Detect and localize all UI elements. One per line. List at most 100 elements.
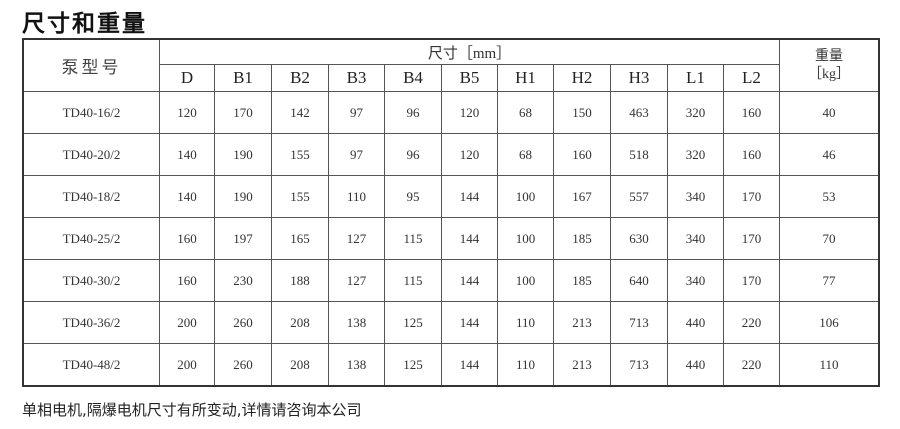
- column-header-h3: H3: [610, 64, 668, 92]
- dimension-cell: 127: [328, 217, 385, 260]
- table-row: TD40-20/2 140 190 155 97 96 120 68 160 518 320 160 4…: [22, 133, 880, 176]
- dimension-cell: 144: [441, 259, 498, 302]
- weight-cell: 46: [779, 133, 880, 176]
- column-header-b2: B2: [271, 64, 329, 92]
- dimension-cell: 260: [214, 301, 272, 344]
- dimension-cell: 190: [214, 133, 272, 176]
- dimension-cell: 208: [271, 301, 329, 344]
- dimension-cell: 200: [159, 343, 215, 387]
- dimension-cell: 125: [384, 343, 442, 387]
- dimension-cell: 170: [723, 259, 780, 302]
- dimension-cell: 144: [441, 301, 498, 344]
- dimension-cell: 170: [723, 175, 780, 218]
- dimension-cell: 160: [159, 217, 215, 260]
- dimension-cell: 213: [553, 301, 611, 344]
- dimension-cell: 97: [328, 133, 385, 176]
- weight-header: 重量 ［kg］: [779, 38, 880, 92]
- dimensions-header: 尺寸［mm］: [159, 38, 780, 65]
- dimension-cell: 97: [328, 91, 385, 134]
- dimension-cell: 208: [271, 343, 329, 387]
- dimension-cell: 640: [610, 259, 668, 302]
- column-header-l2: L2: [723, 64, 780, 92]
- dimension-cell: 197: [214, 217, 272, 260]
- dimension-cell: 96: [384, 133, 442, 176]
- column-header-b1: B1: [214, 64, 272, 92]
- dimension-cell: 160: [553, 133, 611, 176]
- model-header: 泵型号: [22, 38, 160, 92]
- table-row: TD40-36/2 200 260 208 138 125 144 110 213 713 440 2…: [22, 301, 880, 344]
- weight-header-unit: ［kg］: [808, 66, 850, 82]
- dimension-cell: 440: [667, 343, 724, 387]
- table-row: TD40-25/2 160 197 165 127 115 144 100 185 630 340 1…: [22, 217, 880, 260]
- column-header-d: D: [159, 64, 215, 92]
- dimension-cell: 230: [214, 259, 272, 302]
- table-row: TD40-18/2 140 190 155 110 95 144 100 167 557 340 17…: [22, 175, 880, 218]
- dimension-cell: 110: [497, 343, 554, 387]
- weight-cell: 110: [779, 343, 880, 387]
- model-cell: TD40-48/2: [22, 343, 160, 387]
- column-header-b4: B4: [384, 64, 442, 92]
- weight-cell: 40: [779, 91, 880, 134]
- dimension-cell: 160: [159, 259, 215, 302]
- weight-cell: 70: [779, 217, 880, 260]
- dimension-cell: 100: [497, 175, 554, 218]
- dimension-cell: 213: [553, 343, 611, 387]
- table-row: TD40-30/2 160 230 188 127 115 144 100 185 640 340 1…: [22, 259, 880, 302]
- dimension-cell: 120: [441, 91, 498, 134]
- dimension-cell: 100: [497, 217, 554, 260]
- model-cell: TD40-18/2: [22, 175, 160, 218]
- dimension-cell: 340: [667, 259, 724, 302]
- dimension-cell: 140: [159, 175, 215, 218]
- dimension-cell: 170: [723, 217, 780, 260]
- dimension-cell: 200: [159, 301, 215, 344]
- model-cell: TD40-25/2: [22, 217, 160, 260]
- dimension-cell: 190: [214, 175, 272, 218]
- dimension-cell: 340: [667, 175, 724, 218]
- column-header-b3: B3: [328, 64, 385, 92]
- dimension-cell: 220: [723, 343, 780, 387]
- dimension-cell: 165: [271, 217, 329, 260]
- footer-note: 单相电机,隔爆电机尺寸有所变动,详情请咨询本公司: [22, 401, 362, 419]
- table-row: TD40-48/2 200 260 208 138 125 144 110 213 713 440 2…: [22, 343, 880, 387]
- dimension-cell: 150: [553, 91, 611, 134]
- dimension-cell: 127: [328, 259, 385, 302]
- dimension-cell: 95: [384, 175, 442, 218]
- dimension-cell: 260: [214, 343, 272, 387]
- dimension-cell: 144: [441, 343, 498, 387]
- dimensions-weight-table: 泵型号 尺寸［mm］ 重量 ［kg］ D B1 B2 B3 B4 B5 H1 H2 H3 L1 L2…: [22, 38, 880, 387]
- weight-cell: 77: [779, 259, 880, 302]
- dimension-cell: 188: [271, 259, 329, 302]
- column-header-b5: B5: [441, 64, 498, 92]
- dimension-cell: 115: [384, 217, 442, 260]
- dimension-cell: 320: [667, 133, 724, 176]
- dimension-cell: 138: [328, 343, 385, 387]
- weight-header-label: 重量: [815, 48, 843, 64]
- model-cell: TD40-36/2: [22, 301, 160, 344]
- dimension-cell: 713: [610, 301, 668, 344]
- dimension-cell: 160: [723, 133, 780, 176]
- dimension-cell: 100: [497, 259, 554, 302]
- dimension-cell: 144: [441, 217, 498, 260]
- dimension-cell: 185: [553, 217, 611, 260]
- dimension-cell: 713: [610, 343, 668, 387]
- model-cell: TD40-30/2: [22, 259, 160, 302]
- dimension-cell: 68: [497, 133, 554, 176]
- dimension-cell: 630: [610, 217, 668, 260]
- dimension-cell: 557: [610, 175, 668, 218]
- dimension-cell: 96: [384, 91, 442, 134]
- column-header-h2: H2: [553, 64, 611, 92]
- dimension-cell: 110: [328, 175, 385, 218]
- dimension-cell: 155: [271, 175, 329, 218]
- dimension-cell: 170: [214, 91, 272, 134]
- page-title: 尺寸和重量: [22, 11, 147, 37]
- dimension-cell: 185: [553, 259, 611, 302]
- model-cell: TD40-16/2: [22, 91, 160, 134]
- dimension-cell: 120: [159, 91, 215, 134]
- dimension-cell: 125: [384, 301, 442, 344]
- dimension-cell: 220: [723, 301, 780, 344]
- dimension-cell: 120: [441, 133, 498, 176]
- dimension-cell: 167: [553, 175, 611, 218]
- dimension-cell: 140: [159, 133, 215, 176]
- dimension-cell: 320: [667, 91, 724, 134]
- dimension-cell: 340: [667, 217, 724, 260]
